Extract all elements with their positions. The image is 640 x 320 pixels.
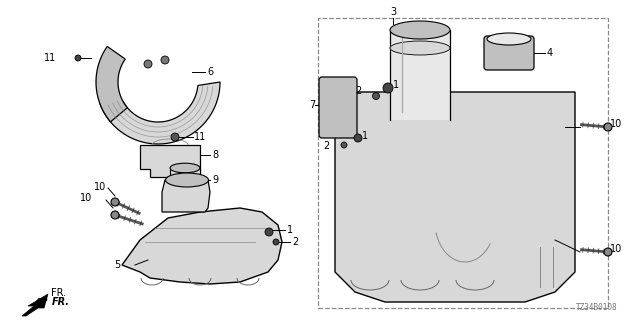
Ellipse shape — [170, 163, 200, 173]
Ellipse shape — [166, 173, 209, 187]
Text: FR.: FR. — [51, 288, 66, 298]
Polygon shape — [96, 46, 127, 122]
Text: TZ34B0108: TZ34B0108 — [575, 303, 617, 312]
Text: 4: 4 — [547, 48, 553, 58]
Polygon shape — [162, 180, 210, 212]
Text: 1: 1 — [287, 225, 293, 235]
Text: 2: 2 — [356, 86, 362, 96]
Circle shape — [273, 239, 279, 245]
Text: 1: 1 — [393, 80, 399, 90]
Circle shape — [144, 60, 152, 68]
Polygon shape — [335, 92, 575, 302]
FancyBboxPatch shape — [319, 77, 357, 138]
Text: 2: 2 — [323, 141, 329, 151]
Circle shape — [111, 211, 119, 219]
Text: 11: 11 — [44, 53, 56, 63]
Circle shape — [161, 56, 169, 64]
Circle shape — [111, 198, 119, 206]
Text: 2: 2 — [292, 237, 298, 247]
Circle shape — [171, 133, 179, 141]
Text: 5: 5 — [114, 260, 120, 270]
Ellipse shape — [390, 21, 450, 39]
Text: 11: 11 — [194, 132, 206, 142]
FancyBboxPatch shape — [484, 36, 534, 70]
Text: 9: 9 — [212, 175, 218, 185]
Polygon shape — [122, 208, 282, 284]
Circle shape — [354, 134, 362, 142]
Text: 10: 10 — [94, 182, 106, 192]
Circle shape — [265, 228, 273, 236]
Text: 3: 3 — [390, 7, 396, 17]
Circle shape — [383, 83, 393, 93]
Polygon shape — [140, 145, 200, 177]
Ellipse shape — [390, 41, 450, 55]
Polygon shape — [100, 82, 220, 144]
Ellipse shape — [170, 187, 200, 197]
Text: 10: 10 — [80, 193, 92, 203]
Polygon shape — [22, 294, 48, 316]
Text: 8: 8 — [212, 150, 218, 160]
Circle shape — [75, 55, 81, 61]
Ellipse shape — [487, 33, 531, 45]
FancyBboxPatch shape — [170, 168, 200, 192]
FancyBboxPatch shape — [390, 30, 450, 120]
Circle shape — [372, 92, 380, 100]
Text: 10: 10 — [610, 244, 622, 254]
Text: 1: 1 — [362, 131, 368, 141]
Text: FR.: FR. — [52, 297, 70, 307]
Text: 6: 6 — [207, 67, 213, 77]
Circle shape — [341, 142, 347, 148]
Circle shape — [604, 123, 612, 131]
Text: 7: 7 — [308, 100, 315, 110]
Text: 10: 10 — [610, 119, 622, 129]
Ellipse shape — [170, 175, 200, 185]
Circle shape — [604, 248, 612, 256]
